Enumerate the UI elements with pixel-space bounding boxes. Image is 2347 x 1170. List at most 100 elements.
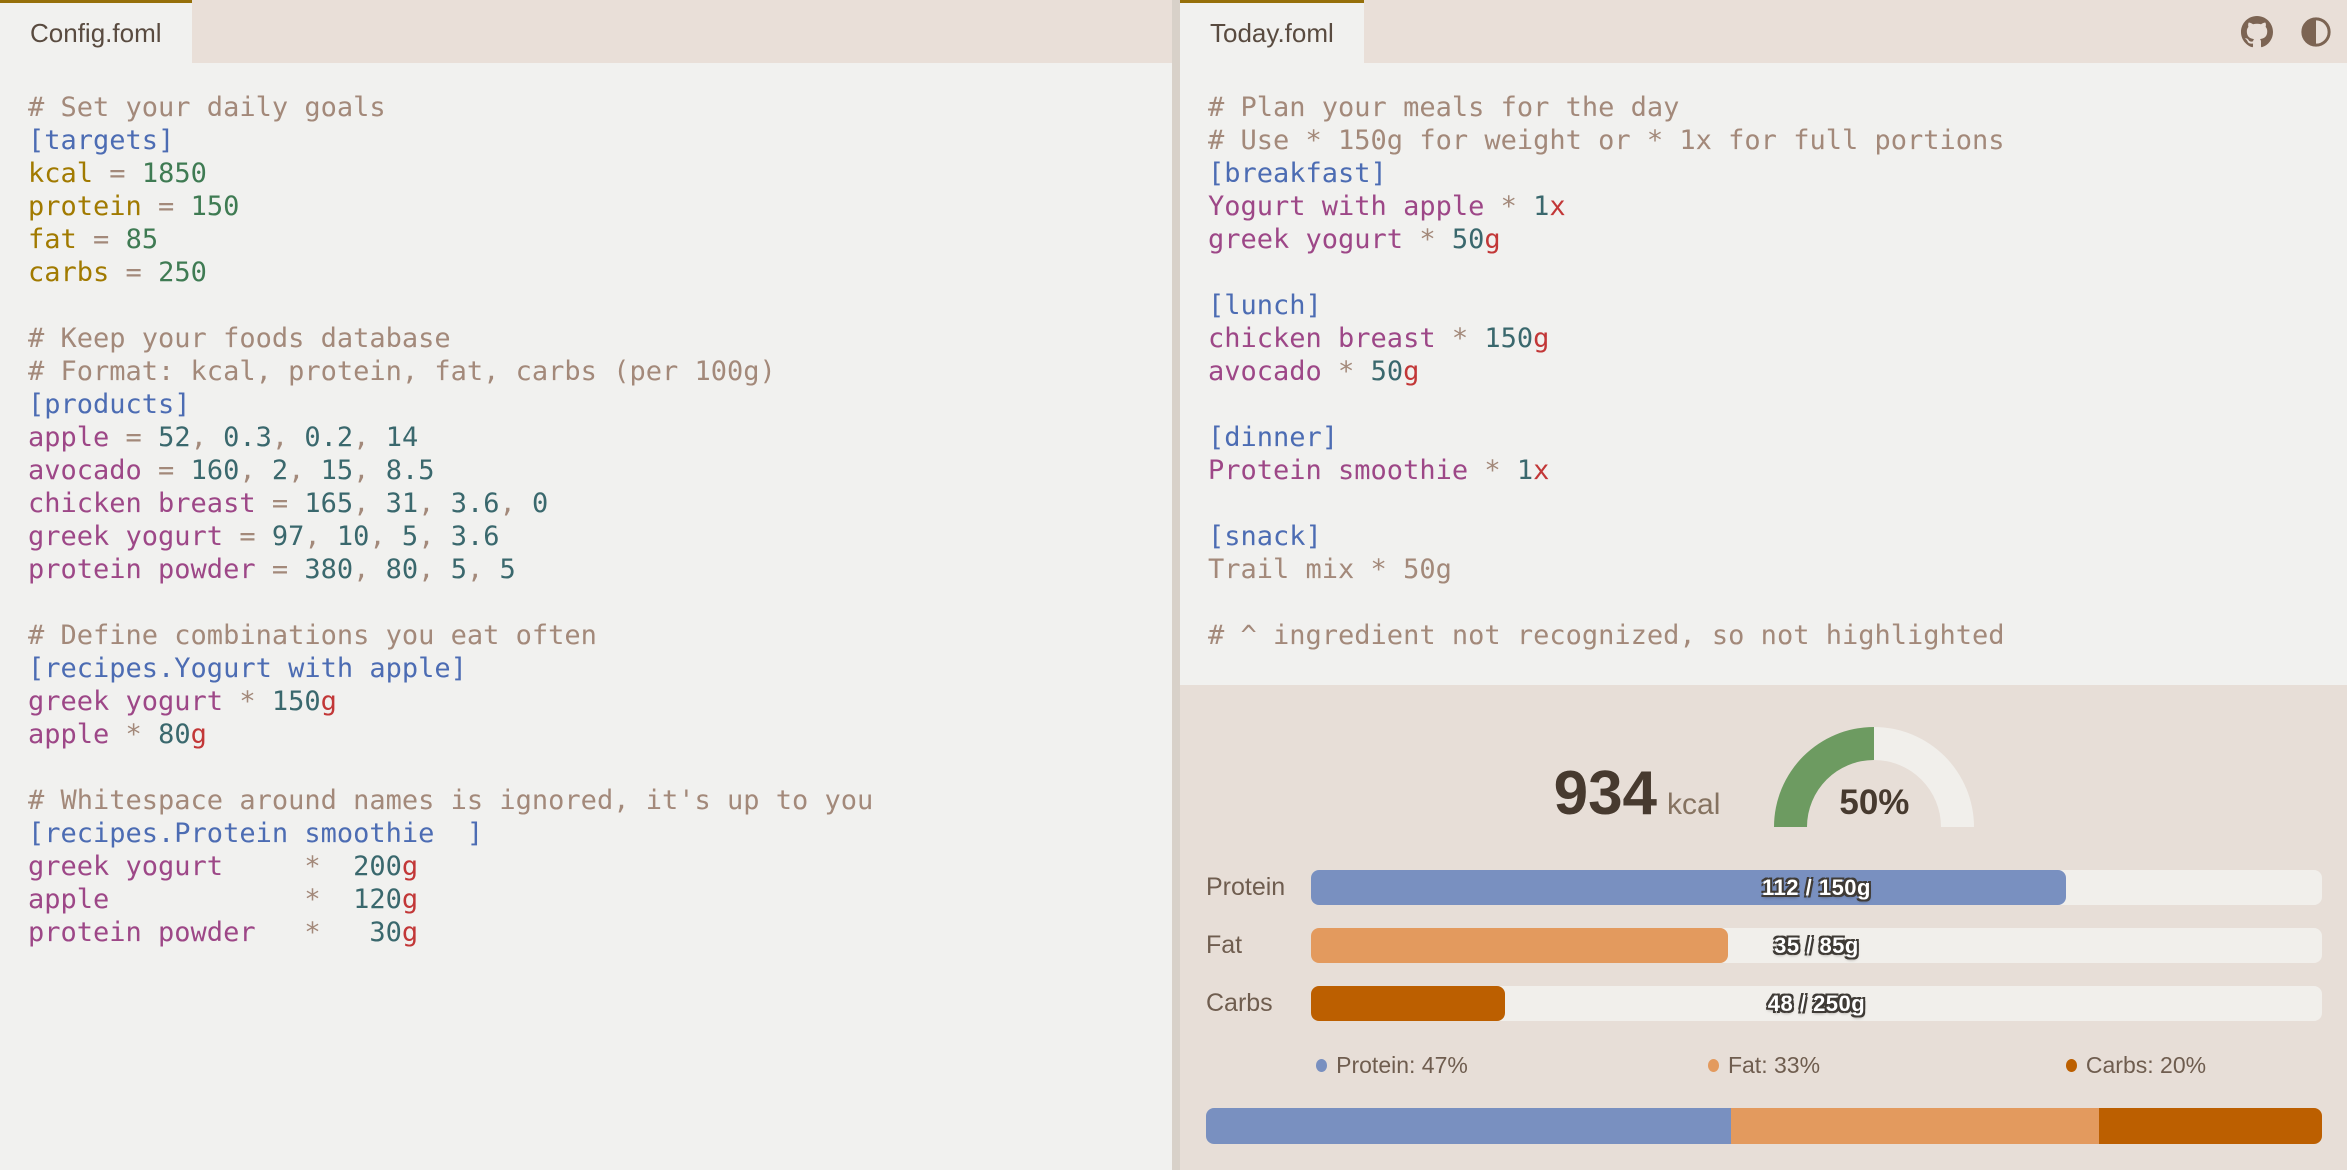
code-token-key: fat <box>28 224 77 255</box>
code-token-num: 1 <box>1533 191 1550 222</box>
code-token-num: 200 <box>353 851 402 882</box>
code-line: kcal = 1850 <box>28 157 1172 190</box>
kcal-value: 934 <box>1553 759 1658 828</box>
code-line: protein powder * 30g <box>28 916 1172 949</box>
code-token-key: kcal <box>28 158 94 189</box>
config-tabbar: Config.foml <box>0 0 1172 63</box>
code-token-num: 380 <box>304 554 354 585</box>
code-token-num: 50 <box>1451 224 1485 255</box>
code-token-op: * <box>223 686 272 717</box>
code-line: # Define combinations you eat often <box>28 619 1172 652</box>
code-token-num: 5 <box>401 521 419 552</box>
nutrition-summary: 934 kcal 50% Protein 112 / 150g Fat 35 / 85… <box>1180 685 2347 1170</box>
macro-row-carbs: Carbs 48 / 250g <box>1206 986 2322 1021</box>
pane-splitter[interactable] <box>1172 0 1180 1170</box>
code-token-op: , <box>353 488 386 519</box>
macro-label: Fat <box>1206 931 1243 959</box>
macro-row-fat: Fat 35 / 85g <box>1206 928 2322 963</box>
code-line: chicken breast = 165, 31, 3.6, 0 <box>28 487 1172 520</box>
code-token-op: , <box>418 488 451 519</box>
code-token-op: , <box>288 455 321 486</box>
code-line: Protein smoothie * 1x <box>1208 454 2347 487</box>
code-token-section: [recipes.Yogurt with apple] <box>28 653 467 684</box>
code-token-comment: # Plan your meals for the day <box>1208 92 1680 123</box>
tab-today-label: Today.foml <box>1210 17 1334 48</box>
code-token-op: , <box>271 422 305 453</box>
code-line <box>28 289 1172 322</box>
code-token-unit: x <box>1533 455 1550 486</box>
config-pane: Config.foml # Set your daily goals [targe… <box>0 0 1172 1170</box>
code-token-section: [products] <box>28 389 191 420</box>
code-token-op: , <box>418 554 451 585</box>
code-line: # Use * 150g for weight or * 1x for full… <box>1208 124 2347 157</box>
stacked-segment-protein <box>1206 1108 1731 1144</box>
code-token-op: = <box>141 191 191 222</box>
code-token-name: chicken breast <box>28 488 256 519</box>
macro-row-protein: Protein 112 / 150g <box>1206 870 2322 905</box>
legend-item: Carbs: 20% <box>1950 1051 2322 1079</box>
theme-toggle-icon[interactable] <box>2301 16 2331 47</box>
code-token-num: 150 <box>271 686 321 717</box>
code-line: [products] <box>28 388 1172 421</box>
tab-config-foml[interactable]: Config.foml <box>0 0 192 63</box>
code-token-op: , <box>418 521 451 552</box>
code-token-num: 0.3 <box>223 422 272 453</box>
code-token-num: 0 <box>531 488 549 519</box>
code-line: avocado * 50g <box>1208 355 2347 388</box>
code-token-unit: g <box>1533 323 1550 354</box>
macro-bar-fill <box>1311 870 2067 905</box>
macro-bar-track: 35 / 85g <box>1311 928 2322 963</box>
code-token-name: avocado <box>28 455 142 486</box>
code-line: # Whitespace around names is ignored, it… <box>28 784 1172 817</box>
tab-today-foml[interactable]: Today.foml <box>1180 0 1364 63</box>
code-token-unit: g <box>401 917 419 948</box>
code-token-unit: g <box>1403 356 1420 387</box>
code-token-op: , <box>369 521 402 552</box>
code-token-unit: g <box>320 686 337 717</box>
code-token-name: apple <box>28 884 110 915</box>
code-token-op: = <box>255 488 305 519</box>
code-token-op: = <box>76 224 126 255</box>
code-token-section: [breakfast] <box>1208 158 1387 189</box>
code-token-unit: g <box>401 884 419 915</box>
code-token-comment: # Use * 150g for weight or * 1x for full… <box>1208 125 2005 156</box>
code-token-name: protein powder <box>28 554 256 585</box>
code-token-op: * <box>1484 191 1534 222</box>
code-token-op: = <box>255 554 305 585</box>
code-line: avocado = 160, 2, 15, 8.5 <box>28 454 1172 487</box>
code-token-num: 15 <box>320 455 354 486</box>
code-token-val: 1850 <box>141 158 207 189</box>
macro-bar-track: 112 / 150g <box>1311 870 2322 905</box>
code-token-name: protein powder <box>28 917 256 948</box>
macro-bar-value: 35 / 85g <box>1774 932 1859 958</box>
legend-dot-icon <box>1316 1058 1328 1072</box>
macro-stacked-bar <box>1206 1108 2322 1144</box>
code-token-section: [recipes.Protein smoothie ] <box>28 818 484 849</box>
code-line: apple * 80g <box>28 718 1172 751</box>
code-token-num: 97 <box>271 521 305 552</box>
code-token-num: 5 <box>450 554 467 585</box>
code-token-op: , <box>353 422 386 453</box>
config-editor[interactable]: # Set your daily goals [targets] kcal = 18… <box>0 63 1172 1170</box>
code-token-op: * <box>109 719 159 750</box>
code-line: [breakfast] <box>1208 157 2347 190</box>
macro-legend: Protein: 47% Fat: 33% Carbs: 20% <box>1206 1051 2322 1079</box>
code-line: greek yogurt * 150g <box>28 685 1172 718</box>
code-token-comment: Trail mix * 50g <box>1208 554 1452 585</box>
code-token-num: 2 <box>271 455 289 486</box>
stacked-segment-carbs <box>2098 1108 2322 1144</box>
code-token-name: avocado <box>1208 356 1322 387</box>
kcal-unit-label: kcal <box>1667 788 1721 821</box>
code-line <box>1208 586 2347 619</box>
github-icon[interactable] <box>2241 15 2273 48</box>
code-line: greek yogurt * 50g <box>1208 223 2347 256</box>
code-token-num: 3.6 <box>450 521 500 552</box>
code-token-op: * <box>1403 224 1452 255</box>
kcal-gauge: 50% <box>1774 727 1975 827</box>
macro-label: Carbs <box>1206 989 1273 1017</box>
today-editor[interactable]: # Plan your meals for the day # Use * 150… <box>1180 63 2347 685</box>
kcal-figure: 934 kcal <box>1554 763 1721 827</box>
macro-bar-value: 48 / 250g <box>1767 990 1866 1016</box>
code-token-unit: x <box>1549 191 1566 222</box>
code-token-op: , <box>190 422 224 453</box>
